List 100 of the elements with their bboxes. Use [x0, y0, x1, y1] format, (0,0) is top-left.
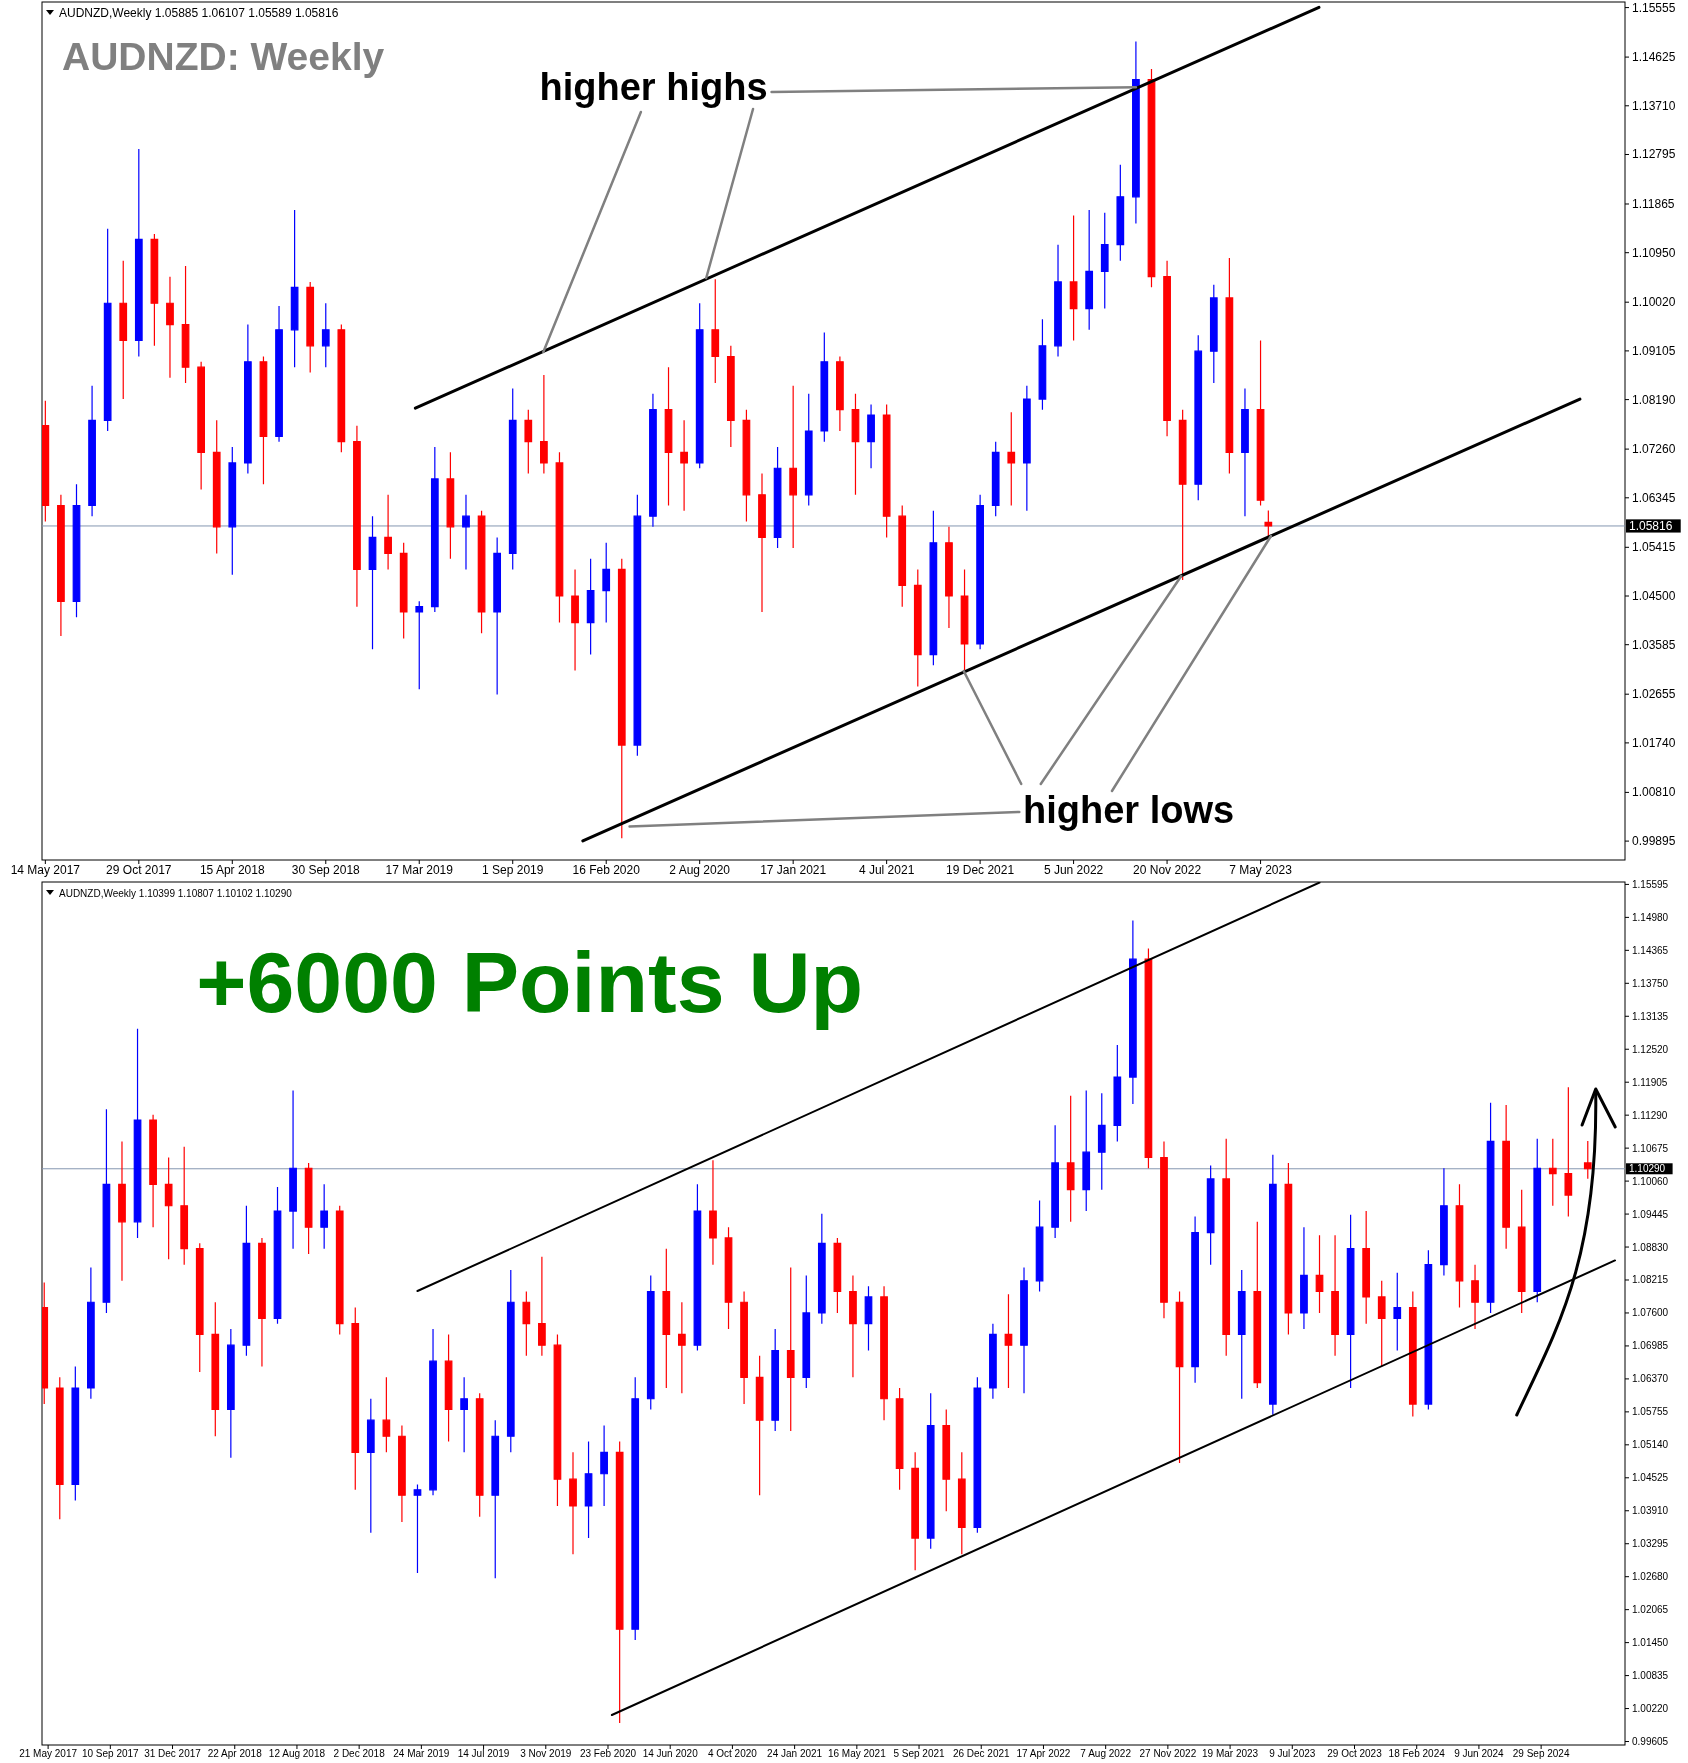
y-tick-label: 1.10060	[1632, 1175, 1669, 1187]
y-tick-label: 1.12520	[1632, 1043, 1669, 1055]
candlestick	[867, 403, 875, 469]
y-tick-label: 1.09445	[1632, 1208, 1669, 1220]
candlestick	[680, 419, 688, 512]
candlestick	[1517, 1189, 1526, 1314]
y-tick-label: 1.15595	[1632, 878, 1669, 890]
x-tick-label: 9 Jul 2023	[1269, 1748, 1316, 1760]
y-tick-label: 1.07600	[1632, 1307, 1669, 1319]
candlestick	[742, 409, 751, 523]
candlestick	[351, 1307, 360, 1491]
chart-subtitle: AUDNZD,Weekly 1.05885 1.06107 1.05589 1.05816	[59, 6, 339, 20]
candlestick	[976, 494, 984, 650]
x-tick-label: 1 Sep 2019	[482, 862, 544, 877]
x-tick-label: 14 Jun 2020	[642, 1748, 699, 1760]
x-tick-label: 17 Jan 2021	[760, 862, 827, 877]
candlestick	[1054, 244, 1062, 358]
x-tick-label: 15 Apr 2018	[199, 862, 265, 877]
candlestick	[726, 345, 735, 448]
y-tick-label: 1.14625	[1632, 50, 1676, 65]
candlestick	[1209, 284, 1218, 384]
candlestick	[664, 366, 673, 507]
candlestick	[942, 1408, 951, 1512]
candlestick	[957, 1451, 966, 1555]
candlestick	[304, 1162, 313, 1255]
candlestick	[321, 302, 330, 368]
x-tick-label: 14 May 2017	[10, 862, 81, 877]
candlestick	[1163, 260, 1171, 437]
candlestick	[864, 1285, 873, 1352]
candlestick	[646, 1274, 655, 1411]
y-tick-label: 1.02655	[1632, 687, 1676, 702]
candlestick	[1051, 1124, 1059, 1239]
candlestick	[1533, 1138, 1542, 1303]
x-tick-label: 19 Dec 2021	[946, 862, 1015, 877]
y-tick-label: 1.08190	[1632, 392, 1676, 407]
candlestick	[758, 472, 766, 613]
text: AUDNZD: Weekly	[62, 35, 385, 78]
y-tick-label: 1.09105	[1632, 343, 1676, 358]
candlestick	[1268, 1154, 1277, 1416]
x-tick-label: 29 Sep 2024	[1512, 1748, 1570, 1760]
candlestick	[569, 1451, 577, 1555]
y-tick-label: 1.05755	[1632, 1406, 1669, 1418]
candlestick	[1253, 1221, 1262, 1389]
candlestick	[212, 419, 221, 555]
candlestick	[320, 1183, 329, 1250]
candlestick	[258, 1237, 266, 1368]
candlestick	[289, 1089, 297, 1250]
candlestick	[802, 1274, 811, 1389]
candlestick	[1129, 919, 1137, 1105]
candlestick	[211, 1301, 220, 1437]
candlestick	[540, 374, 548, 475]
candlestick	[1116, 164, 1125, 262]
annotation: +6000 Points Up	[196, 934, 864, 1030]
y-tick-label: 1.10675	[1632, 1142, 1669, 1154]
candlestick	[1175, 1290, 1184, 1464]
candlestick	[150, 233, 159, 347]
candlestick	[522, 1290, 531, 1357]
candlestick	[836, 355, 844, 432]
x-tick-label: 30 Sep 2018	[291, 862, 361, 877]
candlestick	[617, 558, 626, 839]
x-tick-label: 22 Apr 2018	[207, 1748, 263, 1760]
ref-line-label: 1.05816	[1629, 518, 1673, 533]
candlestick	[960, 568, 969, 672]
x-tick-label: 16 May 2021	[827, 1748, 887, 1760]
candlestick	[337, 323, 346, 453]
y-tick-label: 1.11290	[1632, 1109, 1668, 1121]
candlestick	[740, 1290, 748, 1405]
candlestick	[57, 494, 65, 637]
candlestick	[1284, 1162, 1293, 1335]
candlestick	[1424, 1249, 1433, 1411]
y-tick-label: 0.99605	[1632, 1736, 1669, 1748]
x-tick-label: 24 Jan 2021	[767, 1748, 823, 1760]
candlestick	[134, 148, 143, 358]
x-tick-label: 5 Sep 2021	[893, 1748, 946, 1760]
candlestick	[149, 1114, 157, 1228]
candlestick	[1377, 1280, 1386, 1368]
candlestick	[695, 302, 704, 469]
candlestick	[1178, 409, 1187, 581]
candlestick	[384, 494, 392, 570]
candlestick	[989, 1323, 997, 1400]
candlestick	[538, 1256, 546, 1357]
y-tick-label: 1.04500	[1632, 589, 1676, 603]
y-tick-label: 1.06345	[1632, 490, 1676, 505]
candlestick	[709, 1159, 717, 1266]
x-tick-label: 27 Nov 2022	[1139, 1748, 1197, 1760]
candlestick	[786, 1266, 795, 1432]
candlestick	[880, 1285, 888, 1421]
x-tick-label: 17 Apr 2022	[1016, 1748, 1071, 1760]
candlestick	[1564, 1086, 1573, 1218]
x-tick-label: 7 Aug 2022	[1080, 1748, 1132, 1760]
candlestick	[166, 276, 174, 379]
candlestick	[911, 1451, 920, 1571]
candlestick	[368, 515, 377, 650]
y-tick-label: 1.10020	[1632, 295, 1676, 310]
y-tick-label: 1.08830	[1632, 1241, 1669, 1253]
candlestick	[55, 1376, 64, 1520]
ref-line-label: 1.10290	[1629, 1163, 1666, 1175]
candlestick	[898, 504, 907, 608]
candlestick	[1132, 40, 1140, 225]
candlestick	[631, 1376, 640, 1641]
